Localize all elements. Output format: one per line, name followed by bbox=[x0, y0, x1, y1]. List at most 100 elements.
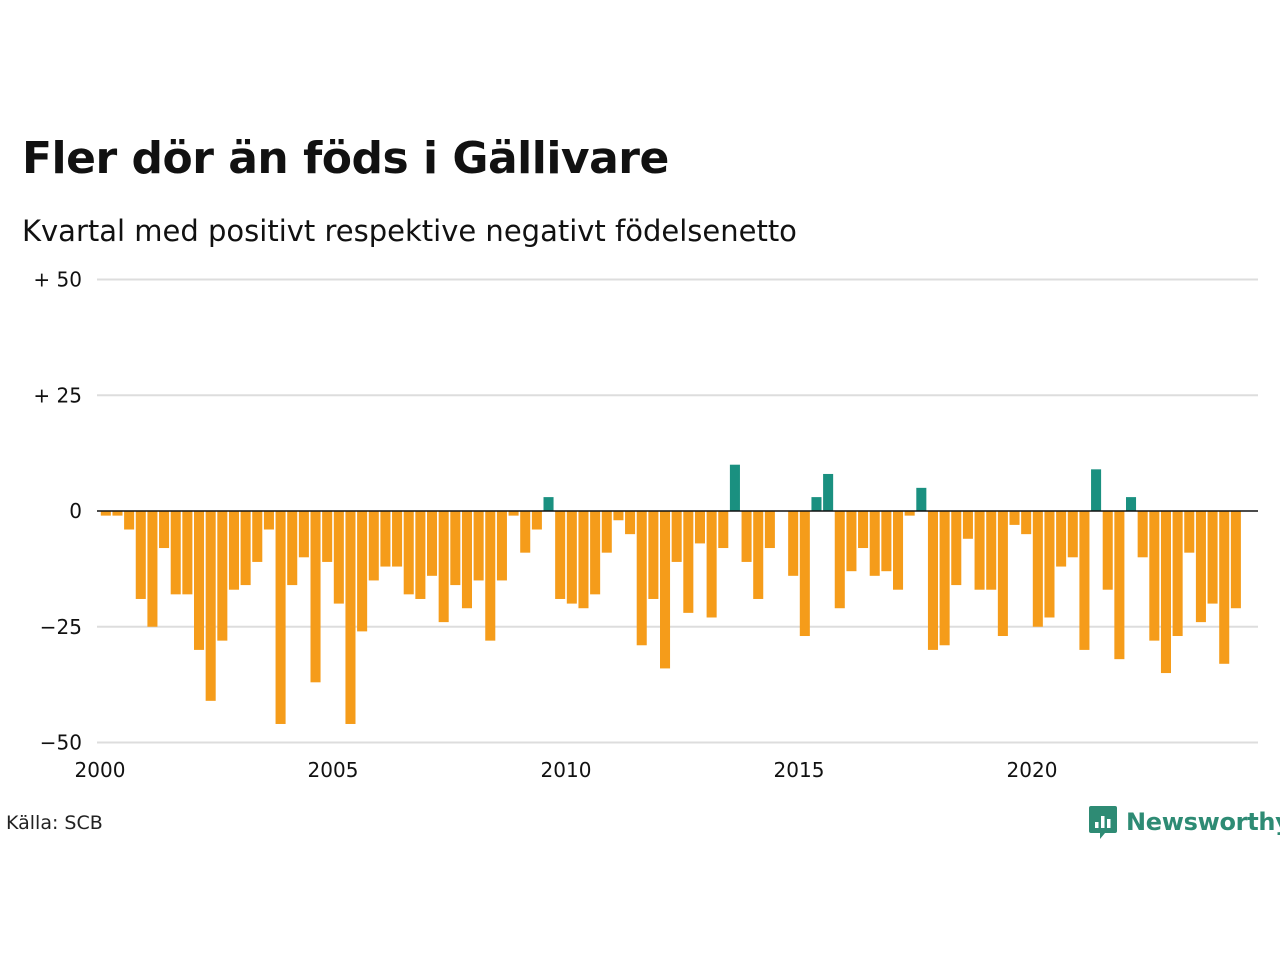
x-axis-labels: 2000 2005 2010 2015 2020 bbox=[75, 758, 1058, 782]
brand-logo[interactable]: Newsworthy bbox=[1088, 804, 1280, 840]
bar bbox=[974, 511, 985, 590]
bar bbox=[438, 511, 449, 623]
bar bbox=[287, 511, 298, 586]
bar bbox=[764, 511, 775, 549]
bar bbox=[590, 511, 601, 595]
bar bbox=[741, 511, 752, 562]
bar bbox=[275, 511, 286, 724]
x-tick-label: 2000 bbox=[75, 758, 126, 782]
bar bbox=[1032, 511, 1043, 627]
bar bbox=[147, 511, 158, 627]
y-tick-label: + 25 bbox=[33, 383, 82, 407]
bar bbox=[753, 511, 764, 599]
bar bbox=[298, 511, 309, 558]
newsworthy-logo-icon bbox=[1089, 806, 1117, 839]
y-tick-label: −50 bbox=[40, 731, 82, 755]
bar bbox=[625, 511, 636, 535]
bar bbox=[1114, 511, 1125, 660]
bar bbox=[683, 511, 694, 613]
bar bbox=[939, 511, 950, 646]
chart-subtitle: Kvartal med positivt respektive negativt… bbox=[22, 214, 797, 248]
bar bbox=[543, 497, 554, 511]
bar bbox=[834, 511, 845, 609]
bar bbox=[671, 511, 682, 562]
bar bbox=[531, 511, 542, 530]
bar bbox=[962, 511, 973, 539]
bar bbox=[1172, 511, 1183, 637]
bar bbox=[1195, 511, 1206, 623]
bar bbox=[194, 511, 205, 650]
bar bbox=[461, 511, 472, 609]
bar bbox=[1137, 511, 1148, 558]
bar bbox=[823, 473, 834, 511]
bar bbox=[357, 511, 368, 632]
bar bbox=[869, 511, 880, 576]
bar bbox=[706, 511, 717, 618]
bar bbox=[694, 511, 705, 544]
bar bbox=[415, 511, 426, 599]
bar bbox=[1091, 469, 1102, 511]
bar bbox=[799, 511, 810, 637]
chart-title: Fler dör än föds i Gällivare bbox=[22, 133, 669, 184]
bar bbox=[427, 511, 438, 576]
bar bbox=[916, 487, 927, 511]
bar bbox=[100, 511, 111, 516]
bar bbox=[1184, 511, 1195, 553]
bar bbox=[473, 511, 484, 581]
bar bbox=[333, 511, 344, 604]
bar bbox=[496, 511, 507, 581]
bar bbox=[450, 511, 461, 586]
bar bbox=[1149, 511, 1160, 641]
bar bbox=[613, 511, 624, 521]
bar bbox=[252, 511, 263, 562]
bar bbox=[986, 511, 997, 590]
bar bbox=[1126, 497, 1137, 511]
bar bbox=[112, 511, 123, 516]
bar bbox=[1230, 511, 1241, 609]
bar bbox=[263, 511, 274, 530]
bar bbox=[205, 511, 216, 701]
bar bbox=[403, 511, 414, 595]
brand-name: Newsworthy bbox=[1126, 808, 1280, 836]
bar bbox=[997, 511, 1008, 637]
bar bbox=[228, 511, 239, 590]
bar bbox=[578, 511, 589, 609]
bar bbox=[508, 511, 519, 516]
y-tick-label: −25 bbox=[40, 615, 82, 639]
bar bbox=[1067, 511, 1078, 558]
bar bbox=[1009, 511, 1020, 525]
bar bbox=[1056, 511, 1067, 567]
bar bbox=[485, 511, 496, 641]
grid-lines bbox=[97, 278, 1258, 744]
bar bbox=[858, 511, 869, 549]
bar bbox=[1044, 511, 1055, 618]
bar bbox=[182, 511, 193, 595]
bar bbox=[811, 497, 822, 511]
bars bbox=[100, 464, 1241, 724]
bar bbox=[636, 511, 647, 646]
y-tick-label: 0 bbox=[69, 499, 82, 523]
bar bbox=[718, 511, 729, 549]
bar bbox=[927, 511, 938, 650]
bar bbox=[660, 511, 671, 669]
bar bbox=[1160, 511, 1171, 674]
bar bbox=[345, 511, 356, 724]
source-note: Källa: SCB bbox=[6, 812, 103, 834]
bar bbox=[310, 511, 321, 683]
bar bbox=[380, 511, 391, 567]
bar bbox=[566, 511, 577, 604]
bar bbox=[520, 511, 531, 553]
bar bbox=[1079, 511, 1090, 650]
bar bbox=[881, 511, 892, 572]
bar bbox=[648, 511, 659, 599]
bar bbox=[170, 511, 181, 595]
bar bbox=[240, 511, 251, 586]
bar bbox=[159, 511, 170, 549]
bar bbox=[1207, 511, 1218, 604]
bar bbox=[788, 511, 799, 576]
bar bbox=[1102, 511, 1113, 590]
bar bbox=[1021, 511, 1032, 535]
x-tick-label: 2020 bbox=[1007, 758, 1058, 782]
bar bbox=[729, 464, 740, 511]
bar-chart: + 50 + 25 0 −25 −50 2000 2005 2010 2015 2020 bbox=[33, 268, 1258, 782]
